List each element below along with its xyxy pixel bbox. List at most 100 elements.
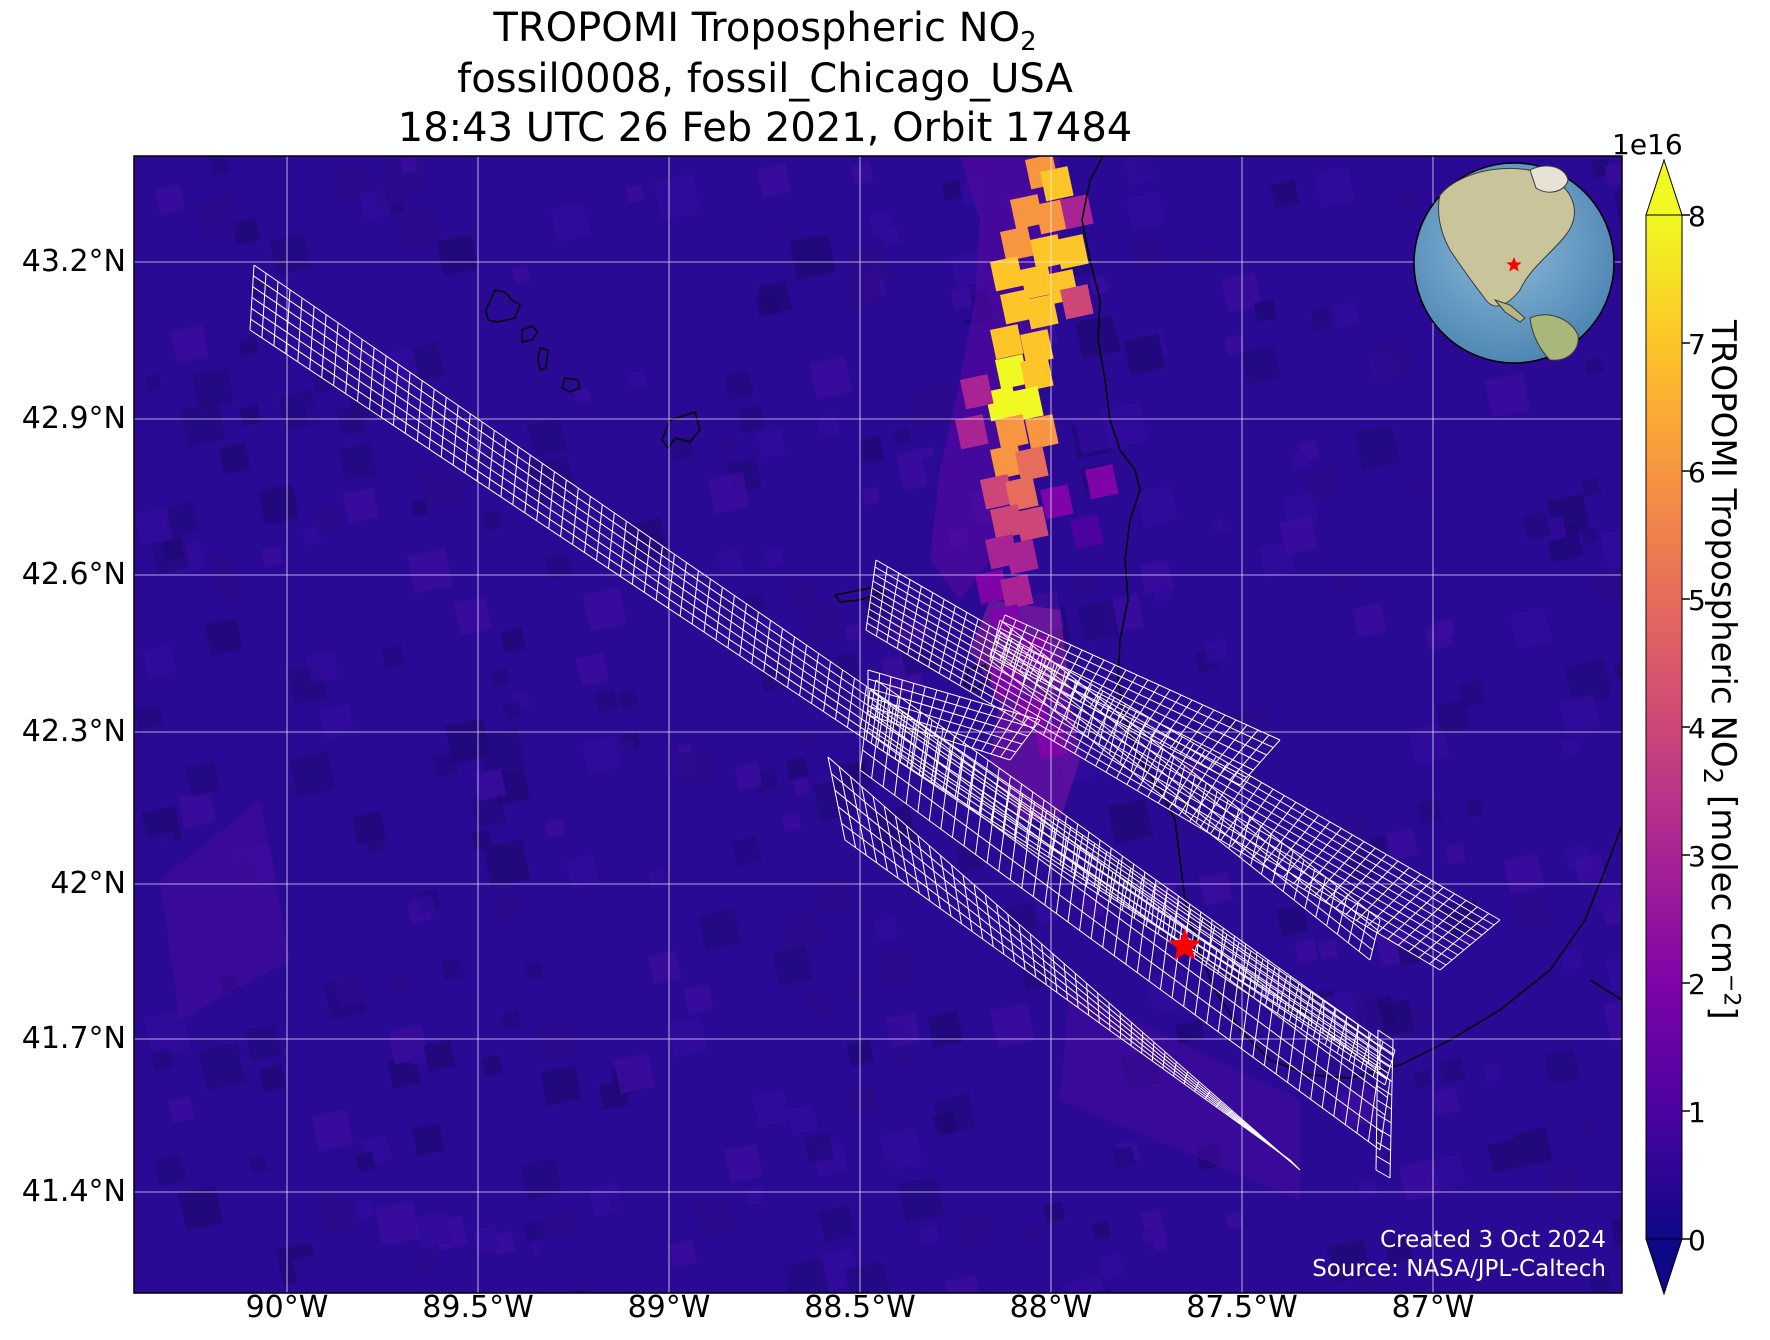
swath-line (834, 789, 1297, 1167)
background-cell (786, 757, 809, 780)
background-cell (945, 1275, 982, 1293)
background-cell (1575, 327, 1610, 362)
plume-pixel (994, 414, 1029, 450)
swath-line (251, 297, 1391, 1068)
colorbar-tick-4: 4 (1688, 712, 1706, 745)
swath-line (992, 649, 1373, 951)
swath-line (1097, 992, 1100, 1023)
swath-line (952, 699, 972, 743)
background-cell (472, 1225, 500, 1254)
background-cell (341, 338, 362, 359)
graticule (134, 156, 1622, 1293)
swath-line (999, 627, 1267, 756)
background-cell (822, 328, 855, 361)
background-cell (625, 184, 645, 203)
swath-line (1311, 991, 1314, 1027)
swath-line (252, 286, 1392, 1063)
swath-line (872, 796, 888, 871)
background-cell (847, 761, 868, 782)
background-cell (1182, 168, 1203, 190)
plot-title-line3: 18:43 UTC 26 Feb 2021, Orbit 17484 (397, 105, 1133, 151)
background-cell (817, 413, 841, 437)
swath-line (917, 835, 931, 902)
background-cell (1220, 964, 1257, 1000)
swath-line (962, 703, 984, 746)
background-cell (654, 1149, 695, 1190)
background-cell (573, 386, 591, 404)
background-cell (1107, 161, 1125, 179)
background-cell (466, 550, 489, 573)
background-cell (1444, 843, 1466, 865)
swath-line (1063, 963, 1068, 1001)
plume-pixel (1010, 194, 1044, 230)
background-cell (291, 1252, 332, 1293)
swath-grid (249, 264, 1396, 1086)
background-cell (162, 501, 199, 538)
background-cell (845, 1261, 890, 1293)
swath-line (1377, 1043, 1393, 1055)
background-cell (168, 1096, 195, 1123)
background-cell (773, 1198, 795, 1221)
swath-grid (859, 689, 1391, 1151)
swath-line (999, 619, 1381, 921)
swath-line (1333, 1007, 1336, 1041)
background-cell (645, 597, 680, 632)
background-cell (1099, 252, 1131, 284)
lon-label-88-5: 88.5°W (804, 1290, 916, 1325)
background-cell (755, 292, 781, 318)
background-cell (305, 402, 326, 424)
background-cell (1224, 334, 1246, 356)
background-cell (371, 321, 399, 349)
background-cell (478, 726, 526, 775)
background-cell (1510, 607, 1552, 650)
background-cell (1229, 707, 1276, 754)
background-cell (1265, 481, 1283, 499)
background-cell (1123, 333, 1166, 376)
background-cell (411, 498, 429, 517)
colorbar-tick-7: 7 (1688, 328, 1706, 361)
background-cell (734, 762, 763, 791)
background-cell (154, 431, 175, 452)
background-cell (1075, 413, 1116, 455)
background-cell (407, 1047, 426, 1066)
background-cell (908, 382, 956, 430)
plume-pixel (1024, 414, 1059, 450)
swath-line (876, 687, 888, 748)
swath-line (253, 264, 1396, 1051)
background-cell (883, 1240, 905, 1262)
swath-line (906, 825, 920, 894)
background-cell (1370, 336, 1416, 382)
swath-line (997, 634, 1261, 763)
background-cell (1464, 798, 1484, 819)
lon-label-87-5: 87.5°W (1186, 1290, 1298, 1325)
background-cell (500, 627, 526, 653)
globe-greenland (1529, 165, 1569, 193)
background-cell (355, 1200, 374, 1220)
map-frame (133, 155, 1623, 1294)
background-cell (1337, 1087, 1379, 1129)
background-cell (874, 947, 916, 989)
no2-plume-pixels (955, 156, 1119, 760)
background-cell (844, 272, 884, 312)
swath-line (871, 587, 1477, 941)
background-cell (1328, 621, 1348, 641)
background-cell (180, 401, 226, 447)
swath-line (861, 786, 878, 863)
background-cell (1483, 946, 1525, 988)
background-cell (390, 969, 412, 990)
background-cell (1055, 315, 1074, 333)
swath-line (911, 711, 922, 770)
background-cell (232, 217, 261, 246)
background-cell (1605, 953, 1622, 992)
background-cell (845, 624, 863, 642)
swath-line (865, 629, 1441, 971)
background-cell (782, 811, 802, 832)
background-cell (1253, 298, 1278, 323)
background-cell (142, 645, 177, 679)
lat-label-42-9: 42.9°N (21, 401, 126, 436)
background-cell (545, 817, 566, 839)
background-cell (312, 503, 343, 534)
inset-globe (1413, 162, 1615, 364)
swath-line (867, 687, 1029, 737)
background-cell (753, 977, 783, 1007)
